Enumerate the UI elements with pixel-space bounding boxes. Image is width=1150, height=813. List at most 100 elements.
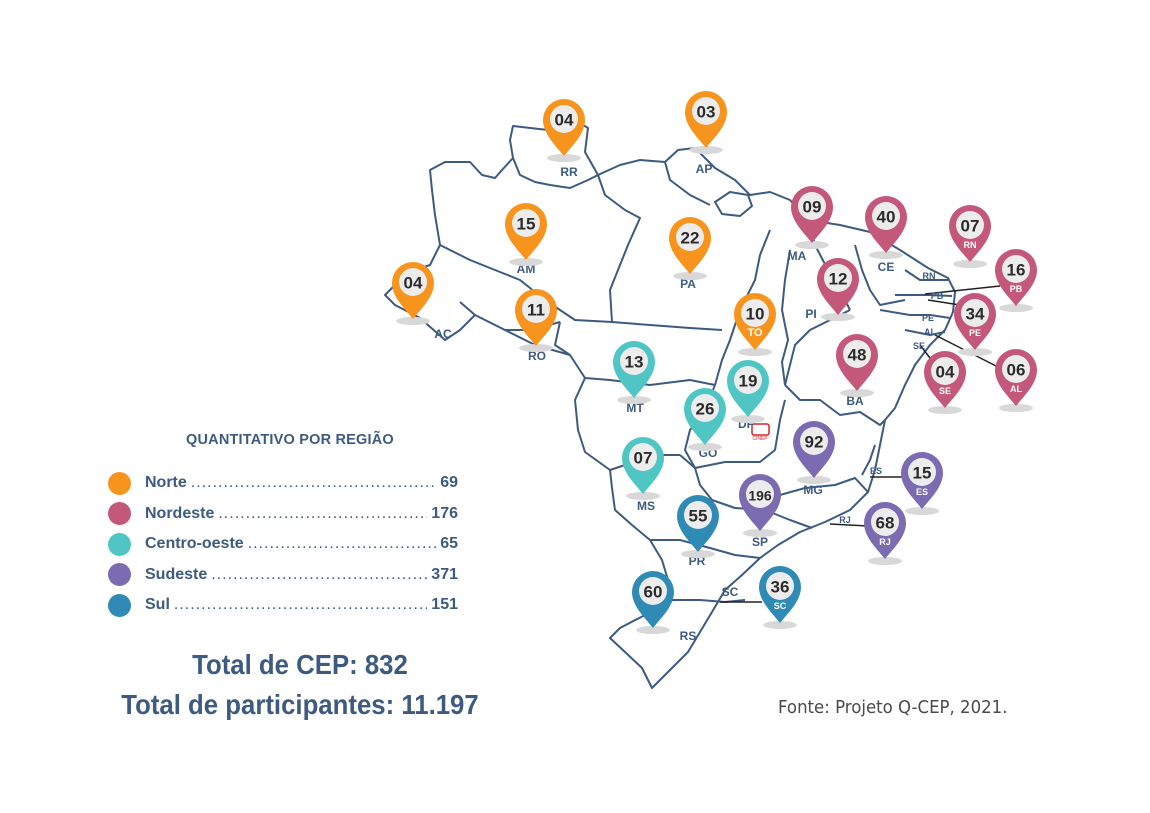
- pin-shadow: [868, 557, 902, 565]
- pin-al: 06 AL: [995, 349, 1037, 412]
- pin-shadow: [509, 258, 543, 266]
- pin-count: 26: [696, 400, 715, 419]
- pin-ce: 40: [865, 196, 907, 259]
- legend-label: Nordeste: [145, 504, 215, 522]
- legend-leader-dots: [191, 474, 436, 492]
- state-label-sp: SP: [752, 535, 768, 549]
- pin-df: 19: [727, 360, 769, 423]
- pin-inner-circle: [1002, 255, 1030, 283]
- total-participants: Total de participantes: 11.197: [121, 689, 479, 720]
- pin-count: 36: [771, 578, 790, 597]
- state-border: [650, 539, 761, 559]
- state-label-ap: AP: [696, 162, 713, 176]
- pin-inner-circle: [684, 501, 712, 529]
- pin-shadow: [743, 529, 777, 537]
- pin-state-code: TO: [747, 327, 763, 339]
- pin-pb: 16 PB: [995, 249, 1037, 312]
- pin-count: 11: [527, 301, 545, 320]
- legend-item: Nordeste 176: [108, 499, 458, 530]
- pin-count: 55: [689, 507, 708, 526]
- legend-item: Centro-oeste 65: [108, 529, 458, 560]
- pin-shadow: [795, 241, 829, 249]
- pin-state-code: AL: [1010, 384, 1022, 394]
- pin-mg: 92: [793, 421, 835, 484]
- pin-rn: 07 RN: [949, 205, 991, 268]
- pin-inner-circle: [746, 480, 774, 508]
- pin-shadow: [928, 406, 962, 414]
- legend-leader-dots: [174, 596, 427, 614]
- pin-count: 09: [803, 198, 822, 217]
- pin-inner-circle: [522, 295, 550, 323]
- pin-shadow: [688, 443, 722, 451]
- state-border: [554, 321, 571, 356]
- legend-title: QUANTITATIVO POR REGIÃO: [186, 432, 394, 448]
- total-cep: Total de CEP: 832: [192, 649, 408, 680]
- legend-label: Sudeste: [145, 565, 208, 583]
- pin-inner-circle: [734, 366, 762, 394]
- leader-line: [829, 523, 869, 527]
- state-label-pb: PB: [931, 291, 944, 301]
- state-border: [597, 174, 641, 323]
- state-label-sc: SC: [722, 585, 739, 599]
- pin-pa: 22: [669, 217, 711, 280]
- state-label-pi: PI: [805, 307, 816, 321]
- state-label-ms: MS: [637, 499, 655, 513]
- island-marajo: [714, 191, 753, 217]
- pin-shadow: [731, 415, 765, 423]
- pin-pi: 12: [817, 258, 859, 321]
- pin-inner-circle: [639, 577, 667, 605]
- pin-count: 04: [936, 363, 955, 382]
- pin-shadow: [999, 404, 1033, 412]
- pin-shadow: [396, 317, 430, 325]
- pin-count: 15: [913, 464, 932, 483]
- state-label-ba: BA: [846, 394, 864, 408]
- source-note: Fonte: Projeto Q-CEP, 2021.: [778, 697, 1008, 718]
- pin-count: 13: [625, 353, 644, 372]
- pin-count: 34: [966, 305, 985, 324]
- df-badge-text: CINEP: [752, 436, 768, 442]
- legend-item: Norte 69: [108, 468, 458, 499]
- pin-shadow: [999, 304, 1033, 312]
- state-label-es: ES: [870, 466, 882, 476]
- state-label-rn: RN: [923, 271, 936, 281]
- pin-se: 04 SE: [924, 351, 966, 414]
- pin-count: 04: [404, 274, 423, 293]
- pin-inner-circle: [691, 394, 719, 422]
- pin-am: 15: [505, 203, 547, 266]
- pin-inner-circle: [399, 268, 427, 296]
- state-border: [854, 244, 906, 306]
- state-border: [895, 294, 953, 297]
- legend-leader-dots: [218, 505, 427, 523]
- legend-item: Sudeste 371: [108, 560, 458, 591]
- legend-color-dot: [108, 471, 131, 495]
- pin-shadow: [673, 272, 707, 280]
- legend-item: Sul 151: [108, 590, 458, 621]
- pin-count: 92: [805, 433, 824, 452]
- legend-color-dot: [108, 532, 131, 556]
- pin-inner-circle: [931, 357, 959, 385]
- pin-count: 60: [644, 583, 663, 602]
- pin-shadow: [547, 154, 581, 162]
- pin-shadow: [626, 492, 660, 500]
- pin-inner-circle: [800, 427, 828, 455]
- pin-inner-circle: [676, 223, 704, 251]
- pin-es: 15 ES: [901, 452, 943, 515]
- pin-rj: 68 RJ: [864, 502, 906, 565]
- pin-inner-circle: [741, 299, 769, 327]
- pin-state-code: PE: [969, 328, 981, 338]
- pin-shadow: [617, 396, 651, 404]
- pin-shadow: [958, 348, 992, 356]
- pin-count: 07: [961, 217, 980, 236]
- pin-to: 10 TO: [734, 293, 776, 356]
- state-label-pa: PA: [680, 277, 696, 291]
- pin-inner-circle: [692, 97, 720, 125]
- state-border: [512, 157, 599, 189]
- pin-state-code: PB: [1010, 284, 1023, 294]
- pin-count: 19: [739, 372, 758, 391]
- leader-line: [919, 344, 931, 359]
- state-label-mg: MG: [803, 483, 822, 497]
- df-marker: [751, 423, 770, 436]
- legend-rows: Norte 69 Nordeste 176 Centro-oeste 65 Sudeste 3…: [108, 468, 458, 621]
- pin-shadow: [953, 260, 987, 268]
- state-border: [879, 309, 951, 319]
